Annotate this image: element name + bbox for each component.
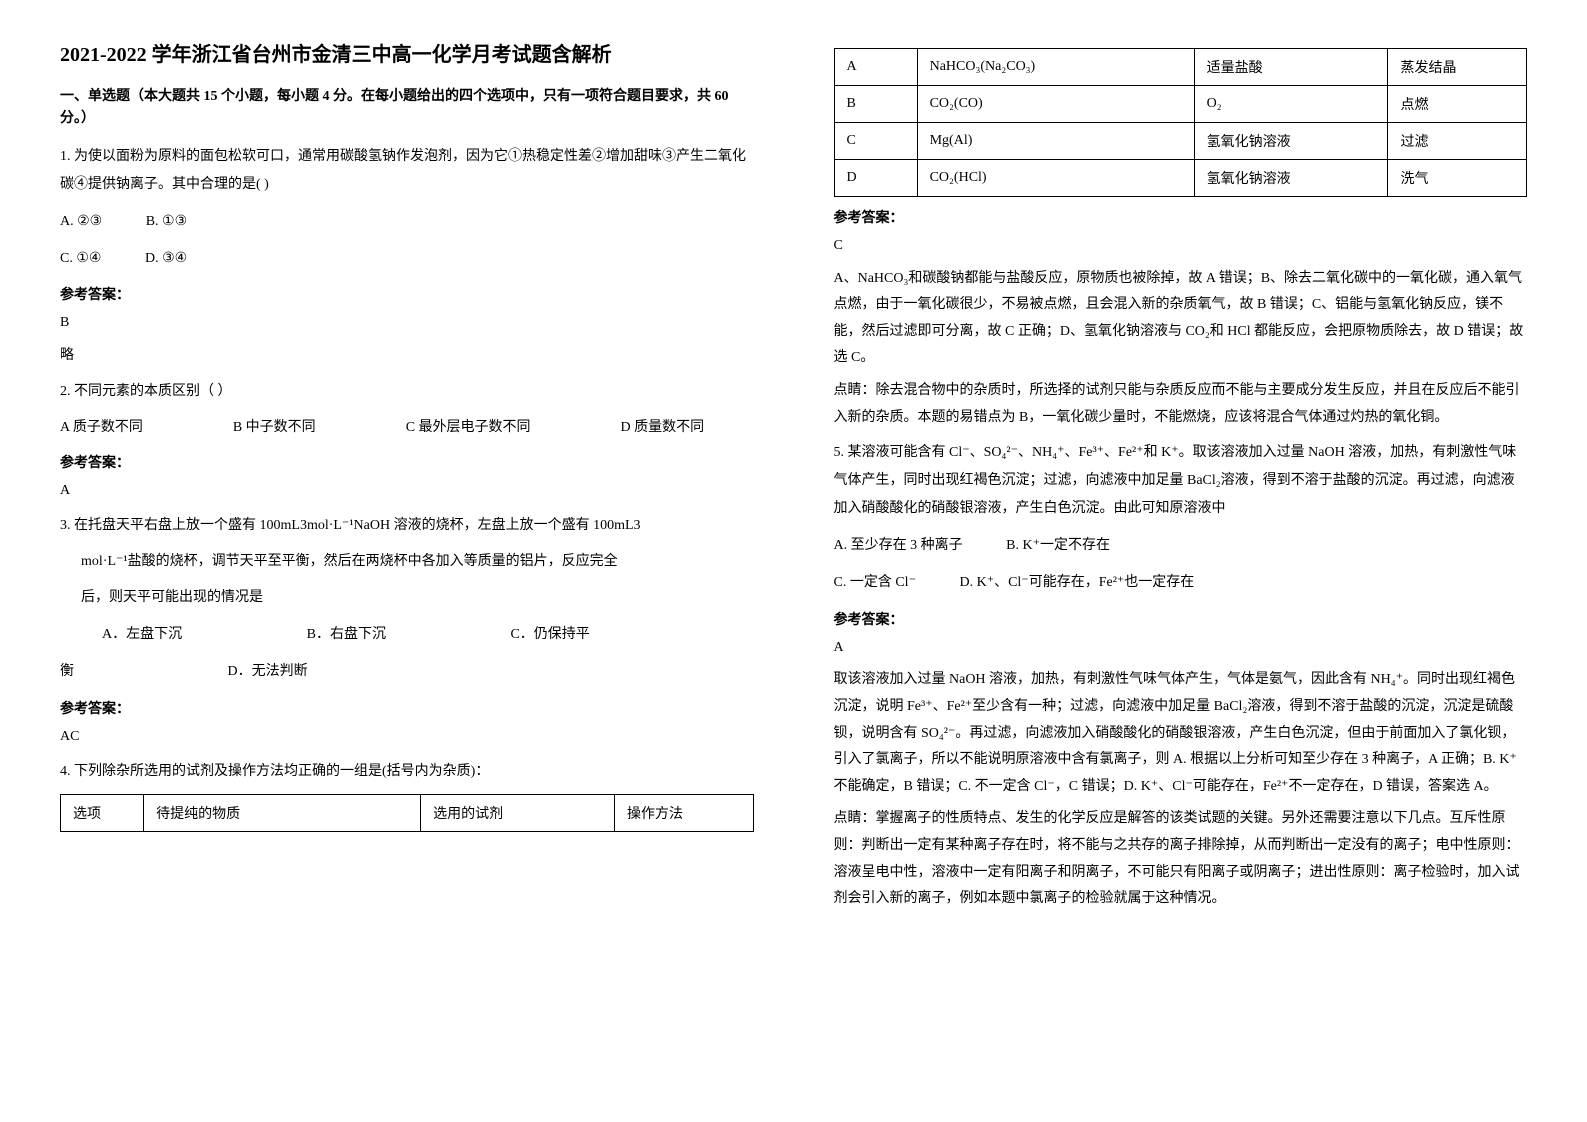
q1-text: 1. 为使以面粉为原料的面包松软可口，通常用碳酸氢钠作发泡剂，因为它①热稳定性差… — [60, 143, 754, 199]
table-row: C Mg(Al) 氢氧化钠溶液 过滤 — [834, 123, 1527, 160]
cell: CO₂(CO) — [917, 86, 1194, 123]
cell: A — [834, 49, 917, 86]
cell: Mg(Al) — [917, 123, 1194, 160]
q5-options-row2: C. 一定含 Cl⁻ D. K⁺、Cl⁻可能存在，Fe²⁺也一定存在 — [834, 568, 1528, 599]
cell: 适量盐酸 — [1194, 49, 1388, 86]
q3-options-row2: 衡 D．无法判断 — [60, 657, 754, 688]
q5-answer-label: 参考答案： — [834, 609, 1528, 629]
q4-table-body: A NaHCO₃(Na₂CO₃) 适量盐酸 蒸发结晶 B CO₂(CO) O₂ … — [834, 48, 1528, 197]
q3-optC: C．仍保持平 — [489, 620, 589, 651]
cell: 蒸发结晶 — [1388, 49, 1527, 86]
q5-optD: D. K⁺、Cl⁻可能存在，Fe²⁺也一定存在 — [959, 568, 1194, 599]
q5-explanation: 取该溶液加入过量 NaOH 溶液，加热，有刺激性气味气体产生，气体是氨气，因此含… — [834, 667, 1528, 800]
right-column: A NaHCO₃(Na₂CO₃) 适量盐酸 蒸发结晶 B CO₂(CO) O₂ … — [794, 40, 1568, 1102]
th-4: 操作方法 — [614, 795, 753, 832]
q4-text: 4. 下列除杂所选用的试剂及操作方法均正确的一组是(括号内为杂质)： — [60, 758, 754, 786]
q3-answer: AC — [60, 724, 754, 751]
q5-note: 点睛：掌握离子的性质特点、发生的化学反应是解答的该类试题的关键。另外还需要注意以… — [834, 806, 1528, 912]
q2-answer: A — [60, 478, 754, 505]
cell: NaHCO₃(Na₂CO₃) — [917, 49, 1194, 86]
q1-options-row1: A. ②③ B. ①③ — [60, 207, 754, 238]
q3-line1: 3. 在托盘天平右盘上放一个盛有 100mL3mol·L⁻¹NaOH 溶液的烧杯… — [60, 512, 754, 540]
cell: B — [834, 86, 917, 123]
q1-optA: A. ②③ — [60, 207, 102, 238]
q2-answer-label: 参考答案： — [60, 452, 754, 472]
table-row: D CO₂(HCl) 氢氧化钠溶液 洗气 — [834, 160, 1527, 197]
q2-text: 2. 不同元素的本质区别（ ） — [60, 378, 754, 406]
q2-optA: A 质子数不同 — [60, 414, 143, 442]
q4-table-header: 选项 待提纯的物质 选用的试剂 操作方法 — [60, 794, 754, 832]
q1-optB: B. ①③ — [146, 207, 187, 238]
q3-optA: A．左盘下沉 — [81, 620, 182, 651]
cell: 点燃 — [1388, 86, 1527, 123]
q1-answer: B — [60, 310, 754, 337]
q5-optC: C. 一定含 Cl⁻ — [834, 568, 916, 599]
q1-optC: C. ①④ — [60, 244, 101, 275]
q5-optA: A. 至少存在 3 种离子 — [834, 531, 963, 562]
q3-optB: B．右盘下沉 — [286, 620, 386, 651]
q3-options-row1: A．左盘下沉 B．右盘下沉 C．仍保持平 — [60, 620, 754, 651]
q5-options-row1: A. 至少存在 3 种离子 B. K⁺一定不存在 — [834, 531, 1528, 562]
q1-options-row2: C. ①④ D. ③④ — [60, 244, 754, 275]
q5-answer: A — [834, 635, 1528, 662]
cell: O₂ — [1194, 86, 1388, 123]
section-header: 一、单选题（本大题共 15 个小题，每小题 4 分。在每小题给出的四个选项中，只… — [60, 86, 754, 131]
q1-note: 略 — [60, 343, 754, 370]
th-3: 选用的试剂 — [421, 795, 615, 832]
q4-answer-label: 参考答案： — [834, 207, 1528, 227]
q1-answer-label: 参考答案： — [60, 284, 754, 304]
table-row: A NaHCO₃(Na₂CO₃) 适量盐酸 蒸发结晶 — [834, 49, 1527, 86]
q4-note: 点睛：除去混合物中的杂质时，所选择的试剂只能与杂质反应而不能与主要成分发生反应，… — [834, 378, 1528, 431]
q5-optB: B. K⁺一定不存在 — [1006, 531, 1110, 562]
q2-options: A 质子数不同 B 中子数不同 C 最外层电子数不同 D 质量数不同 — [60, 414, 754, 442]
q3-optD2: D．无法判断 — [228, 664, 308, 679]
q1-optD: D. ③④ — [145, 244, 187, 275]
q2-optD: D 质量数不同 — [621, 414, 705, 442]
th-2: 待提纯的物质 — [144, 795, 421, 832]
q2-optB: B 中子数不同 — [233, 414, 316, 442]
document-title: 2021-2022 学年浙江省台州市金清三中高一化学月考试题含解析 — [60, 40, 754, 70]
q4-answer: C — [834, 233, 1528, 260]
q3-line3: 后，则天平可能出现的情况是 — [60, 584, 754, 612]
table-row: B CO₂(CO) O₂ 点燃 — [834, 86, 1527, 123]
cell: 洗气 — [1388, 160, 1527, 197]
cell: CO₂(HCl) — [917, 160, 1194, 197]
q3-answer-label: 参考答案： — [60, 698, 754, 718]
cell: D — [834, 160, 917, 197]
q5-text: 5. 某溶液可能含有 Cl⁻、SO₄²⁻、NH₄⁺、Fe³⁺、Fe²⁺和 K⁺。… — [834, 439, 1528, 523]
left-column: 2021-2022 学年浙江省台州市金清三中高一化学月考试题含解析 一、单选题（… — [20, 40, 794, 1102]
cell: 氢氧化钠溶液 — [1194, 160, 1388, 197]
th-1: 选项 — [61, 795, 144, 832]
cell: 过滤 — [1388, 123, 1527, 160]
q3-line2: mol·L⁻¹盐酸的烧杯，调节天平至平衡，然后在两烧杯中各加入等质量的铝片，反应… — [60, 548, 754, 576]
q4-explanation: A、NaHCO₃和碳酸钠都能与盐酸反应，原物质也被除掉，故 A 错误；B、除去二… — [834, 266, 1528, 372]
cell: 氢氧化钠溶液 — [1194, 123, 1388, 160]
q3-optD1: 衡 — [60, 664, 74, 679]
q2-optC: C 最外层电子数不同 — [406, 414, 531, 442]
cell: C — [834, 123, 917, 160]
